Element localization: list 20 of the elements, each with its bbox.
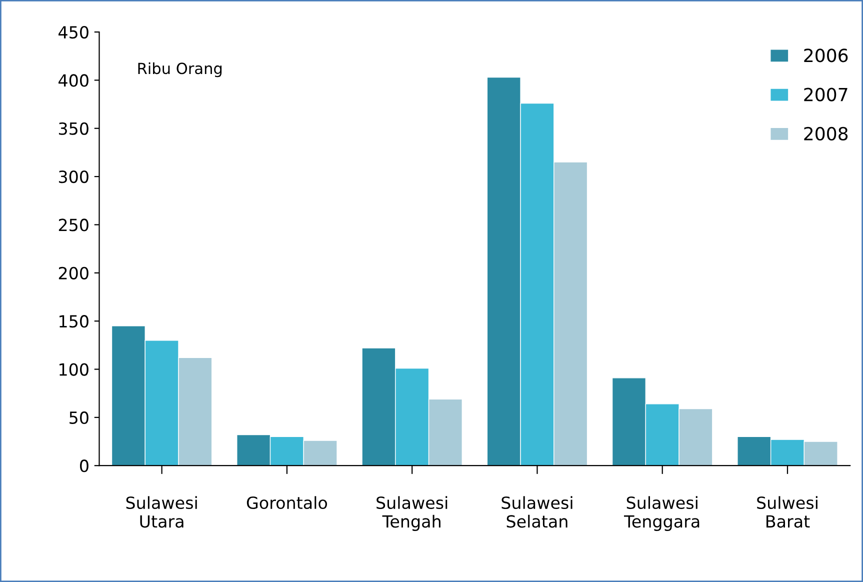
legend-label: 2006 bbox=[804, 48, 848, 62]
x-tick-label: Sulawesi Utara bbox=[126, 496, 197, 528]
x-tick-label: Sulawesi Tenggara bbox=[624, 496, 700, 531]
legend-label: 2008 bbox=[804, 126, 848, 141]
y-tick-label: 250 bbox=[58, 218, 88, 232]
x-tick-label: Sulawesi Selatan bbox=[502, 496, 572, 528]
legend-label: 2007 bbox=[804, 88, 848, 102]
y-tick-label: 100 bbox=[60, 363, 88, 376]
y-tick-label: 200 bbox=[58, 266, 88, 280]
y-tick-label: 300 bbox=[58, 170, 88, 184]
x-tick-label: Sulawesi Tengah bbox=[376, 496, 448, 531]
y-tick-label: 150 bbox=[60, 315, 88, 328]
y-tick-label: 450 bbox=[58, 26, 88, 39]
y-tick-label: 350 bbox=[58, 122, 88, 135]
y-tick-label: 0 bbox=[80, 460, 88, 472]
x-tick-label: Sulwesi Barat bbox=[757, 496, 818, 528]
annotation: Ribu Orang bbox=[138, 62, 222, 78]
y-tick-label: 50 bbox=[70, 411, 88, 424]
x-tick-label: Gorontalo bbox=[246, 496, 327, 510]
y-tick-label: 400 bbox=[58, 74, 88, 87]
